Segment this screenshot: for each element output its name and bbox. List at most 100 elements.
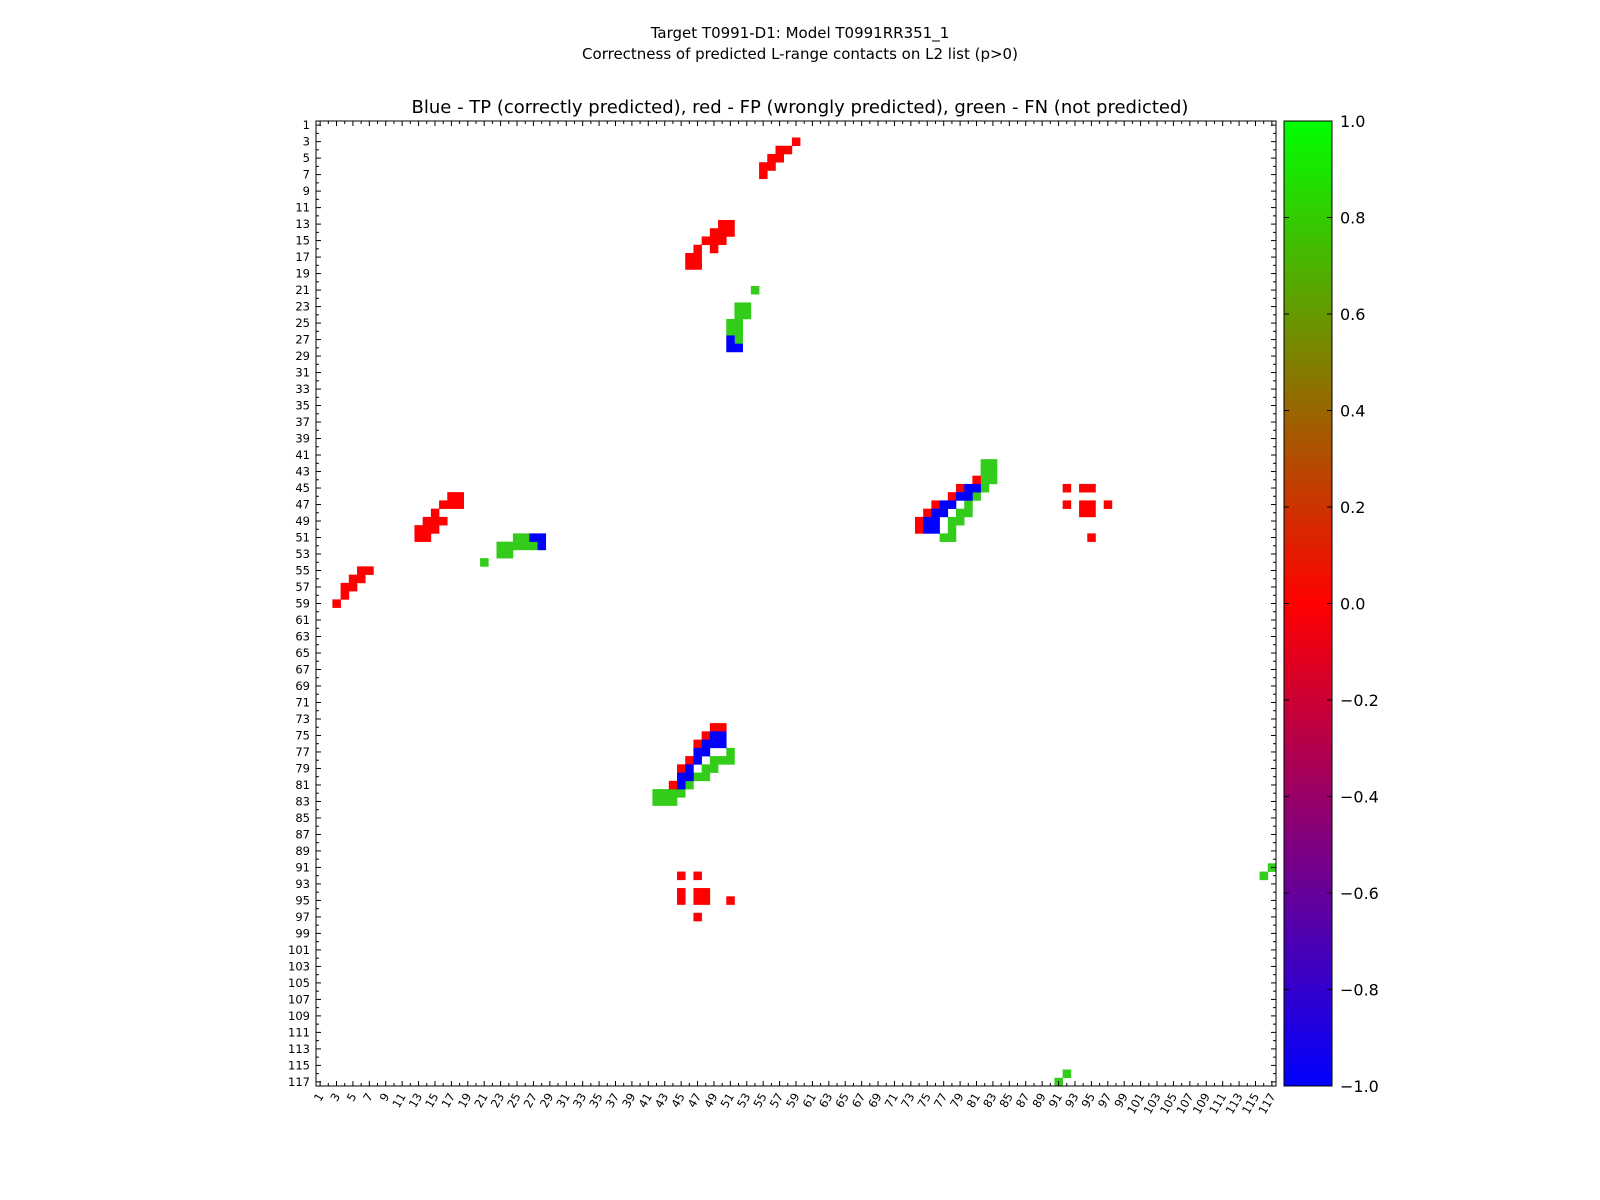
x-tick-label: 67 [849, 1091, 868, 1111]
y-tick-label: 25 [295, 316, 310, 330]
fp-cell [923, 508, 932, 518]
x-tick-label: 93 [1062, 1091, 1081, 1111]
y-tick-label: 101 [288, 943, 310, 957]
fn-cell [956, 508, 965, 518]
tp-cell [956, 492, 965, 501]
y-tick-label: 111 [288, 1025, 310, 1039]
fp-cell [1087, 483, 1096, 493]
fp-cell [709, 236, 719, 246]
fp-cell [1079, 500, 1088, 509]
y-tick-label: 93 [295, 877, 310, 891]
y-tick-label: 99 [295, 926, 310, 940]
colorbar-tick-label: 1.0 [1340, 112, 1365, 131]
x-tick-label: 51 [718, 1091, 737, 1111]
x-tick-label: 43 [652, 1091, 671, 1111]
fn-cell [1259, 871, 1269, 881]
fp-cell [677, 888, 686, 897]
fp-cell [332, 599, 341, 608]
x-tick-label: 41 [635, 1091, 654, 1111]
y-tick-label: 37 [295, 415, 310, 429]
fp-cell [718, 219, 727, 229]
y-tick-label: 75 [295, 728, 310, 742]
x-tick-label: 29 [537, 1091, 556, 1111]
x-tick-label: 65 [832, 1091, 851, 1111]
x-tick-label: 87 [1013, 1091, 1032, 1111]
fp-cell [422, 516, 432, 526]
y-tick-label: 89 [295, 844, 310, 858]
fp-cell [693, 252, 702, 262]
y-tick-label: 13 [295, 217, 310, 231]
fn-cell [709, 764, 719, 773]
tp-cell [709, 739, 719, 749]
fn-cell [668, 789, 678, 798]
tp-cell [537, 541, 547, 551]
x-tick-label: 21 [471, 1091, 490, 1111]
x-tick-label: 63 [816, 1091, 835, 1111]
x-tick-label: 27 [521, 1091, 540, 1111]
fn-cell [660, 789, 670, 798]
fn-cell [701, 764, 711, 773]
y-tick-label: 117 [288, 1075, 310, 1089]
fp-cell [422, 525, 432, 534]
fp-cell [439, 500, 448, 509]
fn-cell [668, 797, 678, 806]
tp-cell [947, 500, 957, 509]
fp-cell [1062, 500, 1072, 509]
tp-cell [718, 731, 727, 740]
tp-cell [685, 772, 694, 782]
y-tick-label: 87 [295, 827, 310, 841]
y-tick-label: 67 [295, 662, 310, 676]
fp-cell [693, 896, 702, 905]
fn-cell [660, 797, 670, 806]
y-tick-label: 77 [295, 745, 310, 759]
fn-cell [726, 327, 735, 336]
y-tick-label: 113 [288, 1042, 310, 1056]
y-tick-label: 11 [295, 201, 310, 215]
x-tick-label: 99 [1111, 1091, 1130, 1111]
tp-cell [529, 533, 538, 542]
y-tick-label: 53 [295, 547, 310, 561]
fp-cell [365, 566, 374, 575]
fn-cell [496, 549, 506, 559]
tp-cell [931, 508, 940, 518]
colorbar-tick-label: 0.0 [1340, 595, 1365, 614]
fn-cell [496, 541, 506, 551]
fn-cell [750, 285, 760, 295]
y-tick-label: 73 [295, 712, 310, 726]
x-tick-label: 19 [455, 1091, 474, 1111]
y-tick-label: 65 [295, 646, 310, 660]
y-tick-label: 27 [295, 333, 310, 347]
fn-cell [734, 302, 743, 311]
fp-cell [422, 533, 432, 542]
fp-cell [439, 516, 448, 526]
x-tick-label: 117 [1255, 1091, 1278, 1117]
y-tick-label: 5 [303, 151, 310, 165]
fp-cell [447, 492, 456, 501]
y-tick-label: 45 [295, 481, 310, 495]
fn-cell [734, 310, 743, 320]
x-tick-label: 83 [980, 1091, 999, 1111]
fn-cell [964, 508, 973, 518]
fn-cell [972, 492, 981, 501]
fp-cell [455, 492, 464, 501]
x-tick-label: 71 [882, 1091, 901, 1111]
y-tick-label: 7 [303, 168, 310, 182]
y-tick-label: 57 [295, 580, 310, 594]
y-tick-label: 81 [295, 778, 310, 792]
fp-cell [701, 236, 711, 246]
colorbar-tick-label: −0.8 [1340, 981, 1379, 1000]
fp-cell [357, 574, 366, 584]
y-tick-label: 1 [303, 118, 310, 132]
fp-cell [956, 483, 965, 493]
y-tick-label: 3 [303, 135, 310, 149]
y-tick-label: 35 [295, 399, 310, 413]
fn-cell [701, 772, 711, 782]
tp-cell [726, 335, 735, 344]
y-tick-label: 47 [295, 498, 310, 512]
fp-cell [693, 871, 702, 881]
x-tick-label: 35 [586, 1091, 605, 1111]
x-tick-label: 5 [344, 1091, 360, 1104]
y-tick-label: 33 [295, 382, 310, 396]
tp-cell [939, 500, 949, 509]
fp-cell [677, 871, 686, 881]
